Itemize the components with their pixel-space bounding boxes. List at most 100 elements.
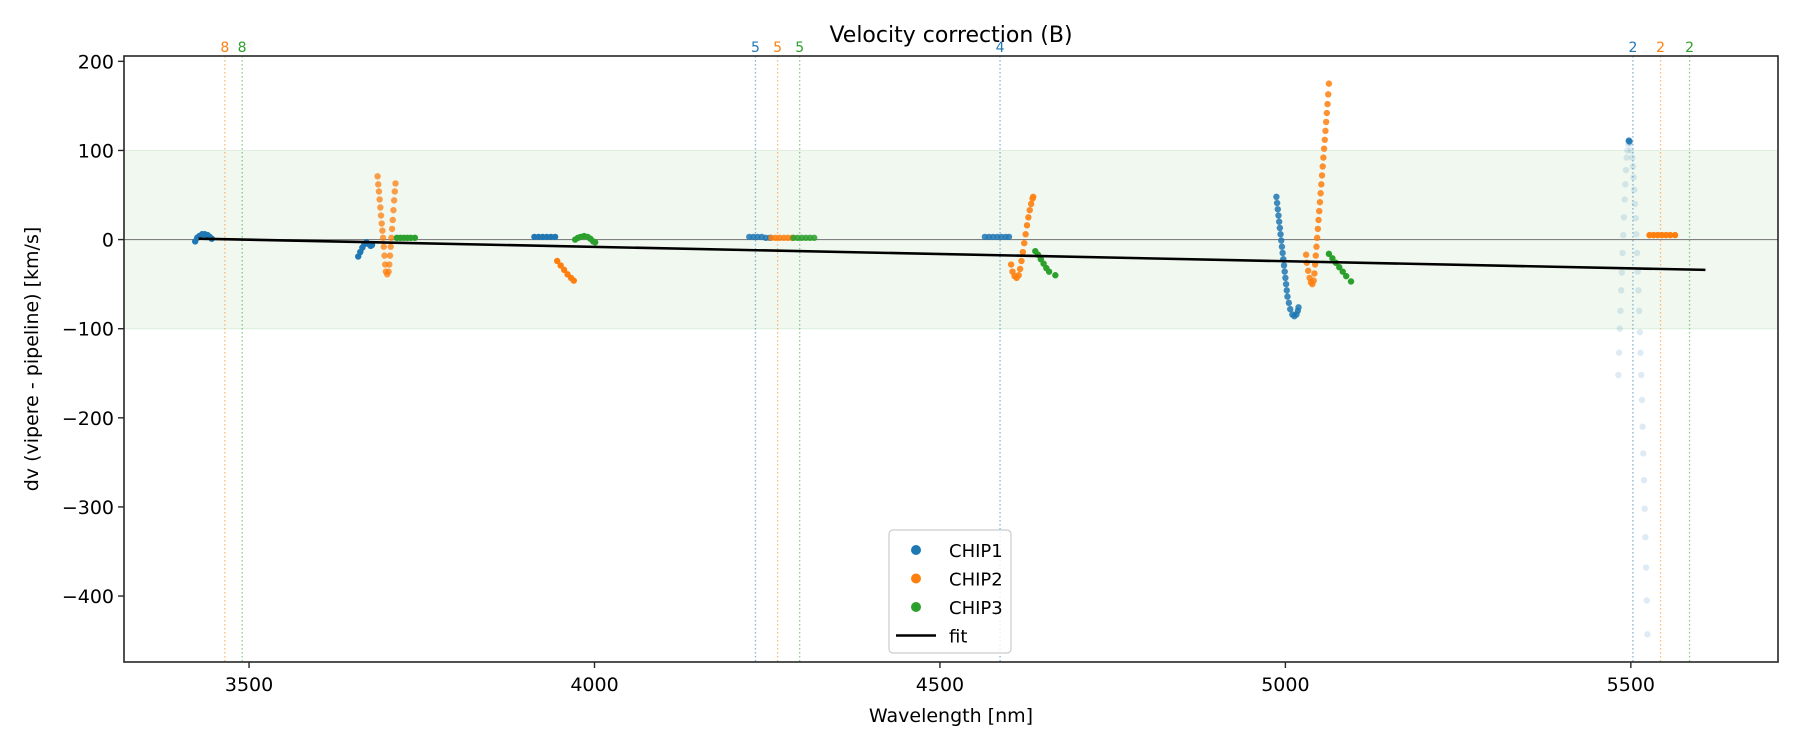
y-tick-label: −400 — [62, 586, 114, 608]
data-point — [551, 233, 559, 241]
legend-label-fit: fit — [949, 627, 967, 648]
data-point — [1635, 287, 1642, 294]
data-point — [1620, 231, 1627, 239]
legend-marker-chip3 — [911, 602, 921, 612]
data-point — [1278, 237, 1285, 244]
series-chip2-order-3 — [1302, 80, 1333, 288]
legend-label-chip1: CHIP1 — [949, 541, 1003, 562]
order-label: 5 — [751, 40, 760, 56]
data-point — [1313, 234, 1321, 241]
data-point — [1045, 268, 1053, 275]
data-point — [1007, 261, 1015, 268]
data-point — [1275, 212, 1282, 219]
fit-line — [198, 237, 1706, 272]
data-point — [1320, 154, 1327, 161]
data-point — [1643, 597, 1650, 604]
data-point — [1284, 293, 1291, 300]
order-label: 8 — [220, 40, 229, 56]
data-point — [1022, 231, 1029, 238]
plot-content — [124, 56, 1778, 662]
data-point — [1638, 371, 1645, 379]
data-point — [1629, 154, 1636, 161]
data-point — [392, 180, 399, 187]
data-point — [1320, 145, 1328, 152]
data-point — [376, 196, 383, 203]
series-chip3-order-6 — [571, 232, 599, 246]
data-point — [1322, 127, 1329, 135]
data-point — [1325, 250, 1333, 258]
x-axis-ticks: 3500 4000 4500 5000 5500 — [225, 662, 1655, 696]
data-point — [1631, 186, 1638, 193]
series-chip1-order-5 — [746, 233, 774, 241]
data-point — [1667, 231, 1674, 239]
legend-marker-chip1 — [911, 545, 921, 555]
data-point — [379, 234, 387, 241]
data-point — [1277, 231, 1284, 238]
data-point — [1325, 80, 1333, 87]
data-point — [1336, 264, 1343, 271]
data-point — [386, 252, 394, 259]
data-point — [1026, 206, 1033, 214]
plot-area — [124, 56, 1778, 662]
data-point — [1015, 272, 1022, 279]
legend-label-chip2: CHIP2 — [949, 570, 1003, 591]
data-point — [1018, 257, 1025, 265]
data-point — [1639, 423, 1646, 430]
data-point — [1619, 249, 1626, 257]
data-point — [1279, 249, 1286, 257]
data-point — [1637, 349, 1644, 356]
data-point — [1640, 450, 1647, 457]
data-point — [1030, 193, 1037, 201]
data-point — [380, 243, 387, 250]
data-point — [1287, 305, 1294, 313]
data-point — [375, 181, 382, 188]
y-tick-label: −100 — [62, 319, 114, 341]
data-point — [1642, 564, 1650, 571]
y-tick-label: 200 — [78, 51, 114, 73]
data-point — [378, 220, 385, 227]
data-point — [1641, 505, 1648, 512]
data-point — [1315, 216, 1322, 224]
order-label: 2 — [1656, 40, 1665, 56]
data-point — [1304, 267, 1312, 274]
data-point — [387, 243, 394, 250]
data-point — [1025, 214, 1032, 221]
data-point — [1329, 255, 1336, 262]
data-point — [1621, 196, 1628, 203]
data-point — [1019, 248, 1027, 256]
data-point — [1642, 534, 1649, 541]
data-point — [1622, 181, 1629, 188]
data-point — [1618, 269, 1626, 276]
data-point — [1617, 307, 1624, 315]
data-point — [1295, 304, 1302, 311]
legend-box — [888, 529, 1012, 654]
data-point — [1316, 207, 1323, 215]
data-point — [411, 234, 419, 241]
chart-title: Velocity correction (B) — [829, 23, 1072, 48]
data-point — [386, 261, 393, 268]
data-point — [1005, 233, 1013, 241]
data-point — [1324, 100, 1331, 108]
data-point — [1311, 270, 1318, 277]
series-chip3-order-5 — [790, 234, 818, 241]
data-point — [1623, 154, 1630, 161]
data-point — [389, 216, 396, 224]
data-point — [557, 262, 564, 269]
y-tick-label: −300 — [62, 497, 114, 519]
data-point — [811, 234, 818, 241]
x-tick-label: 4000 — [570, 674, 618, 696]
series-chip1-order-6 — [531, 233, 559, 241]
data-point — [1636, 329, 1644, 336]
data-point — [1310, 277, 1317, 284]
data-point — [1023, 222, 1031, 229]
data-point — [1313, 243, 1320, 250]
data-point — [1323, 109, 1331, 117]
y-tick-label: −200 — [62, 408, 114, 430]
data-point — [1635, 307, 1643, 315]
data-point — [1312, 252, 1319, 259]
data-point — [1302, 251, 1310, 258]
data-point — [1316, 198, 1324, 206]
data-point — [385, 268, 392, 275]
data-point — [1319, 163, 1326, 170]
